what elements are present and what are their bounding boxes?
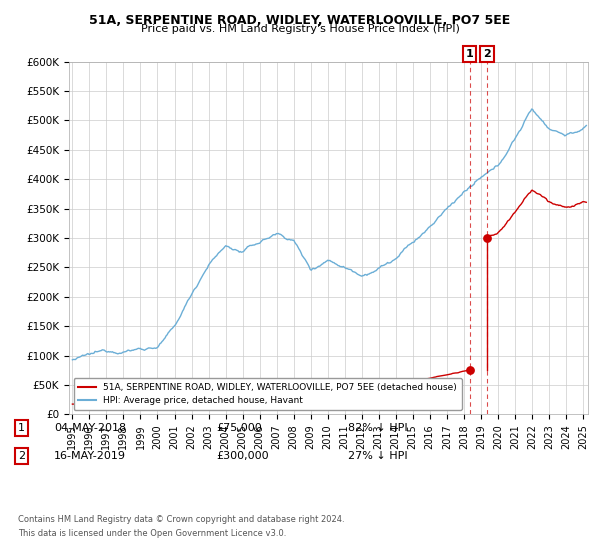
- Text: £300,000: £300,000: [216, 451, 269, 461]
- Legend: 51A, SERPENTINE ROAD, WIDLEY, WATERLOOVILLE, PO7 5EE (detached house), HPI: Aver: 51A, SERPENTINE ROAD, WIDLEY, WATERLOOVI…: [74, 379, 461, 410]
- Text: 1: 1: [466, 49, 473, 59]
- Text: £75,000: £75,000: [216, 423, 262, 433]
- Text: 1: 1: [18, 423, 25, 433]
- Text: Price paid vs. HM Land Registry's House Price Index (HPI): Price paid vs. HM Land Registry's House …: [140, 24, 460, 34]
- Text: 04-MAY-2018: 04-MAY-2018: [54, 423, 126, 433]
- Text: 51A, SERPENTINE ROAD, WIDLEY, WATERLOOVILLE, PO7 5EE: 51A, SERPENTINE ROAD, WIDLEY, WATERLOOVI…: [89, 14, 511, 27]
- Text: 16-MAY-2019: 16-MAY-2019: [54, 451, 126, 461]
- Text: 27% ↓ HPI: 27% ↓ HPI: [348, 451, 407, 461]
- Text: 2: 2: [483, 49, 491, 59]
- Text: Contains HM Land Registry data © Crown copyright and database right 2024.: Contains HM Land Registry data © Crown c…: [18, 515, 344, 524]
- Text: This data is licensed under the Open Government Licence v3.0.: This data is licensed under the Open Gov…: [18, 529, 286, 538]
- Point: [482, 234, 492, 242]
- Text: 2: 2: [18, 451, 25, 461]
- Text: 82% ↓ HPI: 82% ↓ HPI: [348, 423, 407, 433]
- Point: [465, 366, 475, 375]
